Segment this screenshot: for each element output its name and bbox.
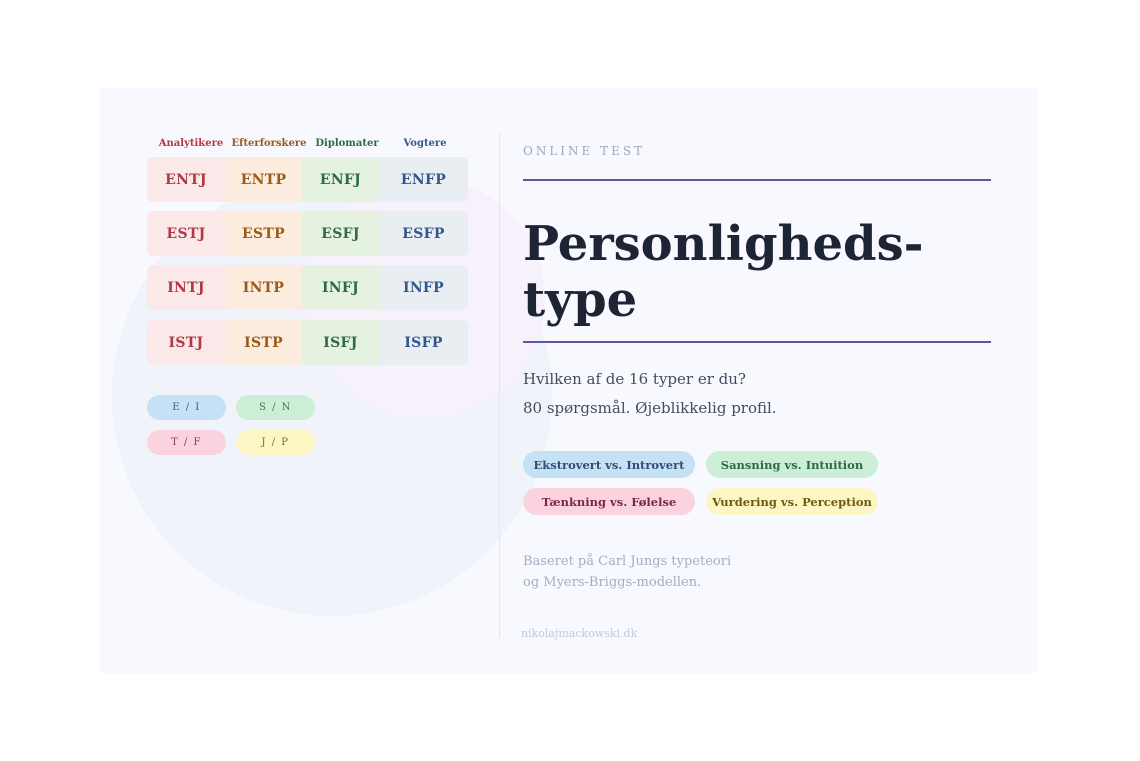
type-cell-intj: INTJ <box>147 265 225 310</box>
tag-thinking-feeling: Tænkning vs. Følelse <box>523 488 695 515</box>
subtitle-details: 80 spørgsmål. Øjeblikkelig profil. <box>523 399 777 417</box>
type-cell-entj: ENTJ <box>147 157 225 202</box>
bottom-rule <box>523 341 991 343</box>
type-cell-enfj: ENFJ <box>302 157 379 202</box>
type-cell-infj: INFJ <box>302 265 379 310</box>
footer-text-line-1: Baseret på Carl Jungs typeteori <box>523 554 732 569</box>
website-url: nikolajmackowski.dk <box>521 627 638 640</box>
dimension-pill-tf: T / F <box>147 430 226 455</box>
title-line-2: type <box>523 272 638 328</box>
eyebrow-label: ONLINE TEST <box>523 144 646 158</box>
promo-card: Analytikere Efterforskere Diplomater Vog… <box>100 88 1038 673</box>
type-cell-estp: ESTP <box>225 211 302 256</box>
dimension-pill-sn: S / N <box>236 395 315 420</box>
type-cell-entp: ENTP <box>225 157 302 202</box>
page-title: Personligheds- type <box>523 216 963 328</box>
header-explorers: Efterforskere <box>231 138 307 149</box>
type-cell-istj: ISTJ <box>147 320 225 365</box>
type-cell-intp: INTP <box>225 265 302 310</box>
type-cell-esfp: ESFP <box>379 211 468 256</box>
type-cell-estj: ESTJ <box>147 211 225 256</box>
tag-sensing-intuition: Sansning vs. Intuition <box>706 451 878 478</box>
dimension-pill-jp: J / P <box>236 430 315 455</box>
header-diplomats: Diplomater <box>315 138 379 149</box>
type-cell-isfp: ISFP <box>379 320 468 365</box>
type-cell-esfj: ESFJ <box>302 211 379 256</box>
type-cell-isfj: ISFJ <box>302 320 379 365</box>
type-cell-infp: INFP <box>379 265 468 310</box>
title-line-1: Personligheds- <box>523 216 924 272</box>
type-cell-istp: ISTP <box>225 320 302 365</box>
type-row: ENTJ ENTP ENFJ ENFP <box>147 157 468 202</box>
type-row: INTJ INTP INFJ INFP <box>147 265 468 310</box>
header-sentinels: Vogtere <box>403 138 447 149</box>
subtitle-question: Hvilken af de 16 typer er du? <box>523 370 746 388</box>
type-cell-enfp: ENFP <box>379 157 468 202</box>
vertical-divider <box>499 133 500 638</box>
tag-judging-perceiving: Vurdering vs. Perception <box>706 488 878 515</box>
tag-extrovert-introvert: Ekstrovert vs. Introvert <box>523 451 695 478</box>
type-row: ESTJ ESTP ESFJ ESFP <box>147 211 468 256</box>
header-analysts: Analytikere <box>158 138 224 149</box>
type-row: ISTJ ISTP ISFJ ISFP <box>147 320 468 365</box>
footer-text-line-2: og Myers-Briggs-modellen. <box>523 575 702 590</box>
dimension-pill-ei: E / I <box>147 395 226 420</box>
top-rule <box>523 179 991 181</box>
